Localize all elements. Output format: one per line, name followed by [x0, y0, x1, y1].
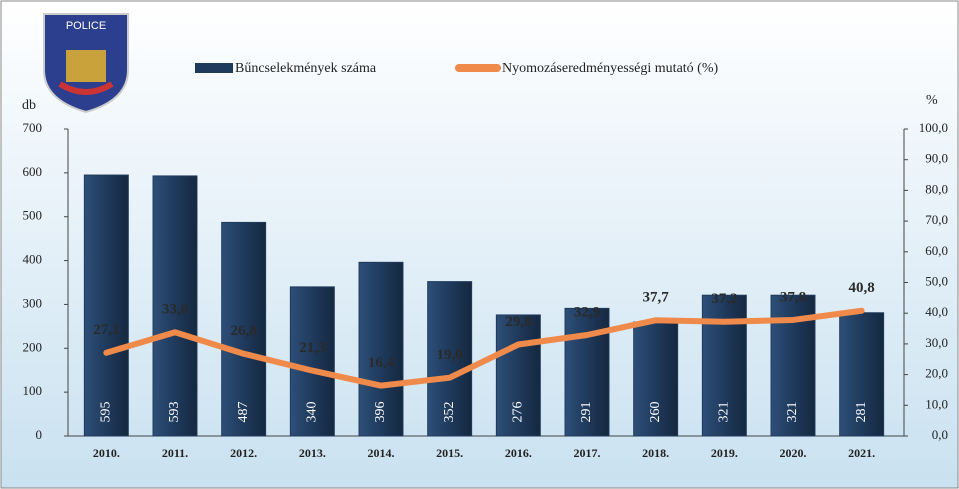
- bar: [358, 261, 404, 437]
- bar-value-label: 321: [717, 402, 732, 423]
- line-value-label: 37,7: [643, 290, 670, 306]
- x-tick-label: 2011.: [162, 446, 188, 460]
- y2-tick-label: 20,0: [925, 366, 948, 381]
- x-tick-label: 2016.: [505, 446, 532, 460]
- bar-value-label: 281: [854, 402, 869, 423]
- bar-value-label: 396: [373, 402, 388, 423]
- x-tick-label: 2021.: [848, 446, 875, 460]
- line-value-label: 26,8: [231, 323, 257, 339]
- x-tick-label: 2015.: [436, 446, 463, 460]
- y2-axis-label: %: [926, 93, 938, 108]
- y-axis-label: db: [22, 98, 36, 113]
- line-value-label: 40,8: [849, 280, 875, 296]
- bar: [427, 281, 473, 437]
- y-tick-label: 0: [36, 427, 43, 442]
- y-tick-label: 600: [23, 164, 43, 179]
- y-tick-label: 200: [23, 339, 43, 354]
- line-value-label: 37,2: [711, 291, 737, 307]
- legend-swatch-bar: [195, 63, 233, 73]
- bar-value-label: 291: [579, 402, 594, 423]
- y2-tick-label: 50,0: [925, 273, 948, 288]
- y2-tick-label: 100,0: [919, 120, 948, 135]
- y-tick-label: 500: [23, 208, 43, 223]
- y-tick-label: 400: [23, 252, 43, 267]
- x-tick-label: 2014.: [368, 446, 395, 460]
- x-tick-label: 2020.: [780, 446, 807, 460]
- legend-swatch-line: [455, 64, 501, 72]
- bar-value-label: 276: [511, 402, 526, 423]
- x-tick-label: 2018.: [642, 446, 669, 460]
- line-value-label: 32,9: [574, 304, 600, 320]
- bar: [289, 286, 335, 437]
- x-tick-label: 2013.: [299, 446, 326, 460]
- y2-tick-label: 60,0: [925, 243, 948, 258]
- x-tick-label: 2010.: [93, 446, 120, 460]
- bar: [83, 174, 129, 437]
- y2-tick-label: 10,0: [925, 396, 948, 411]
- line-value-label: 27,1: [93, 322, 119, 338]
- x-tick-label: 2012.: [230, 446, 257, 460]
- line-value-label: 29,8: [505, 314, 531, 330]
- bar: [633, 321, 679, 437]
- bar: [839, 312, 885, 437]
- x-tick-label: 2017.: [574, 446, 601, 460]
- x-tick-label: 2019.: [711, 446, 738, 460]
- bar-value-label: 352: [442, 402, 457, 423]
- y2-tick-label: 80,0: [925, 181, 948, 196]
- bar-value-label: 593: [167, 402, 182, 423]
- bar-value-label: 321: [785, 402, 800, 423]
- line-value-label: 37,8: [780, 289, 806, 305]
- bar-value-label: 487: [236, 402, 251, 423]
- logo-text: POLICE: [66, 20, 106, 32]
- line-value-label: 16,4: [368, 355, 395, 371]
- legend-label: Bűncselekmények száma: [235, 61, 377, 76]
- y2-tick-label: 70,0: [925, 212, 948, 227]
- y-tick-label: 700: [23, 120, 43, 135]
- logo: POLICE: [43, 13, 129, 114]
- y2-tick-label: 0,0: [932, 427, 948, 442]
- bar: [152, 175, 198, 437]
- line-value-label: 21,3: [299, 340, 325, 356]
- y2-tick-label: 40,0: [925, 304, 948, 319]
- bar-value-label: 260: [648, 402, 663, 423]
- y-tick-label: 100: [23, 383, 43, 398]
- legend-label: Nyomozáseredményességi mutató (%): [502, 61, 718, 76]
- y-tick-label: 300: [23, 295, 43, 310]
- line-value-label: 33,8: [162, 302, 188, 318]
- bar-value-label: 595: [99, 402, 114, 423]
- line-value-label: 19,0: [437, 347, 463, 363]
- bar: [221, 221, 267, 437]
- bar: [495, 314, 541, 437]
- y2-tick-label: 90,0: [925, 151, 948, 166]
- y2-tick-label: 30,0: [925, 335, 948, 350]
- bar-value-label: 340: [305, 402, 320, 423]
- line: [103, 307, 865, 389]
